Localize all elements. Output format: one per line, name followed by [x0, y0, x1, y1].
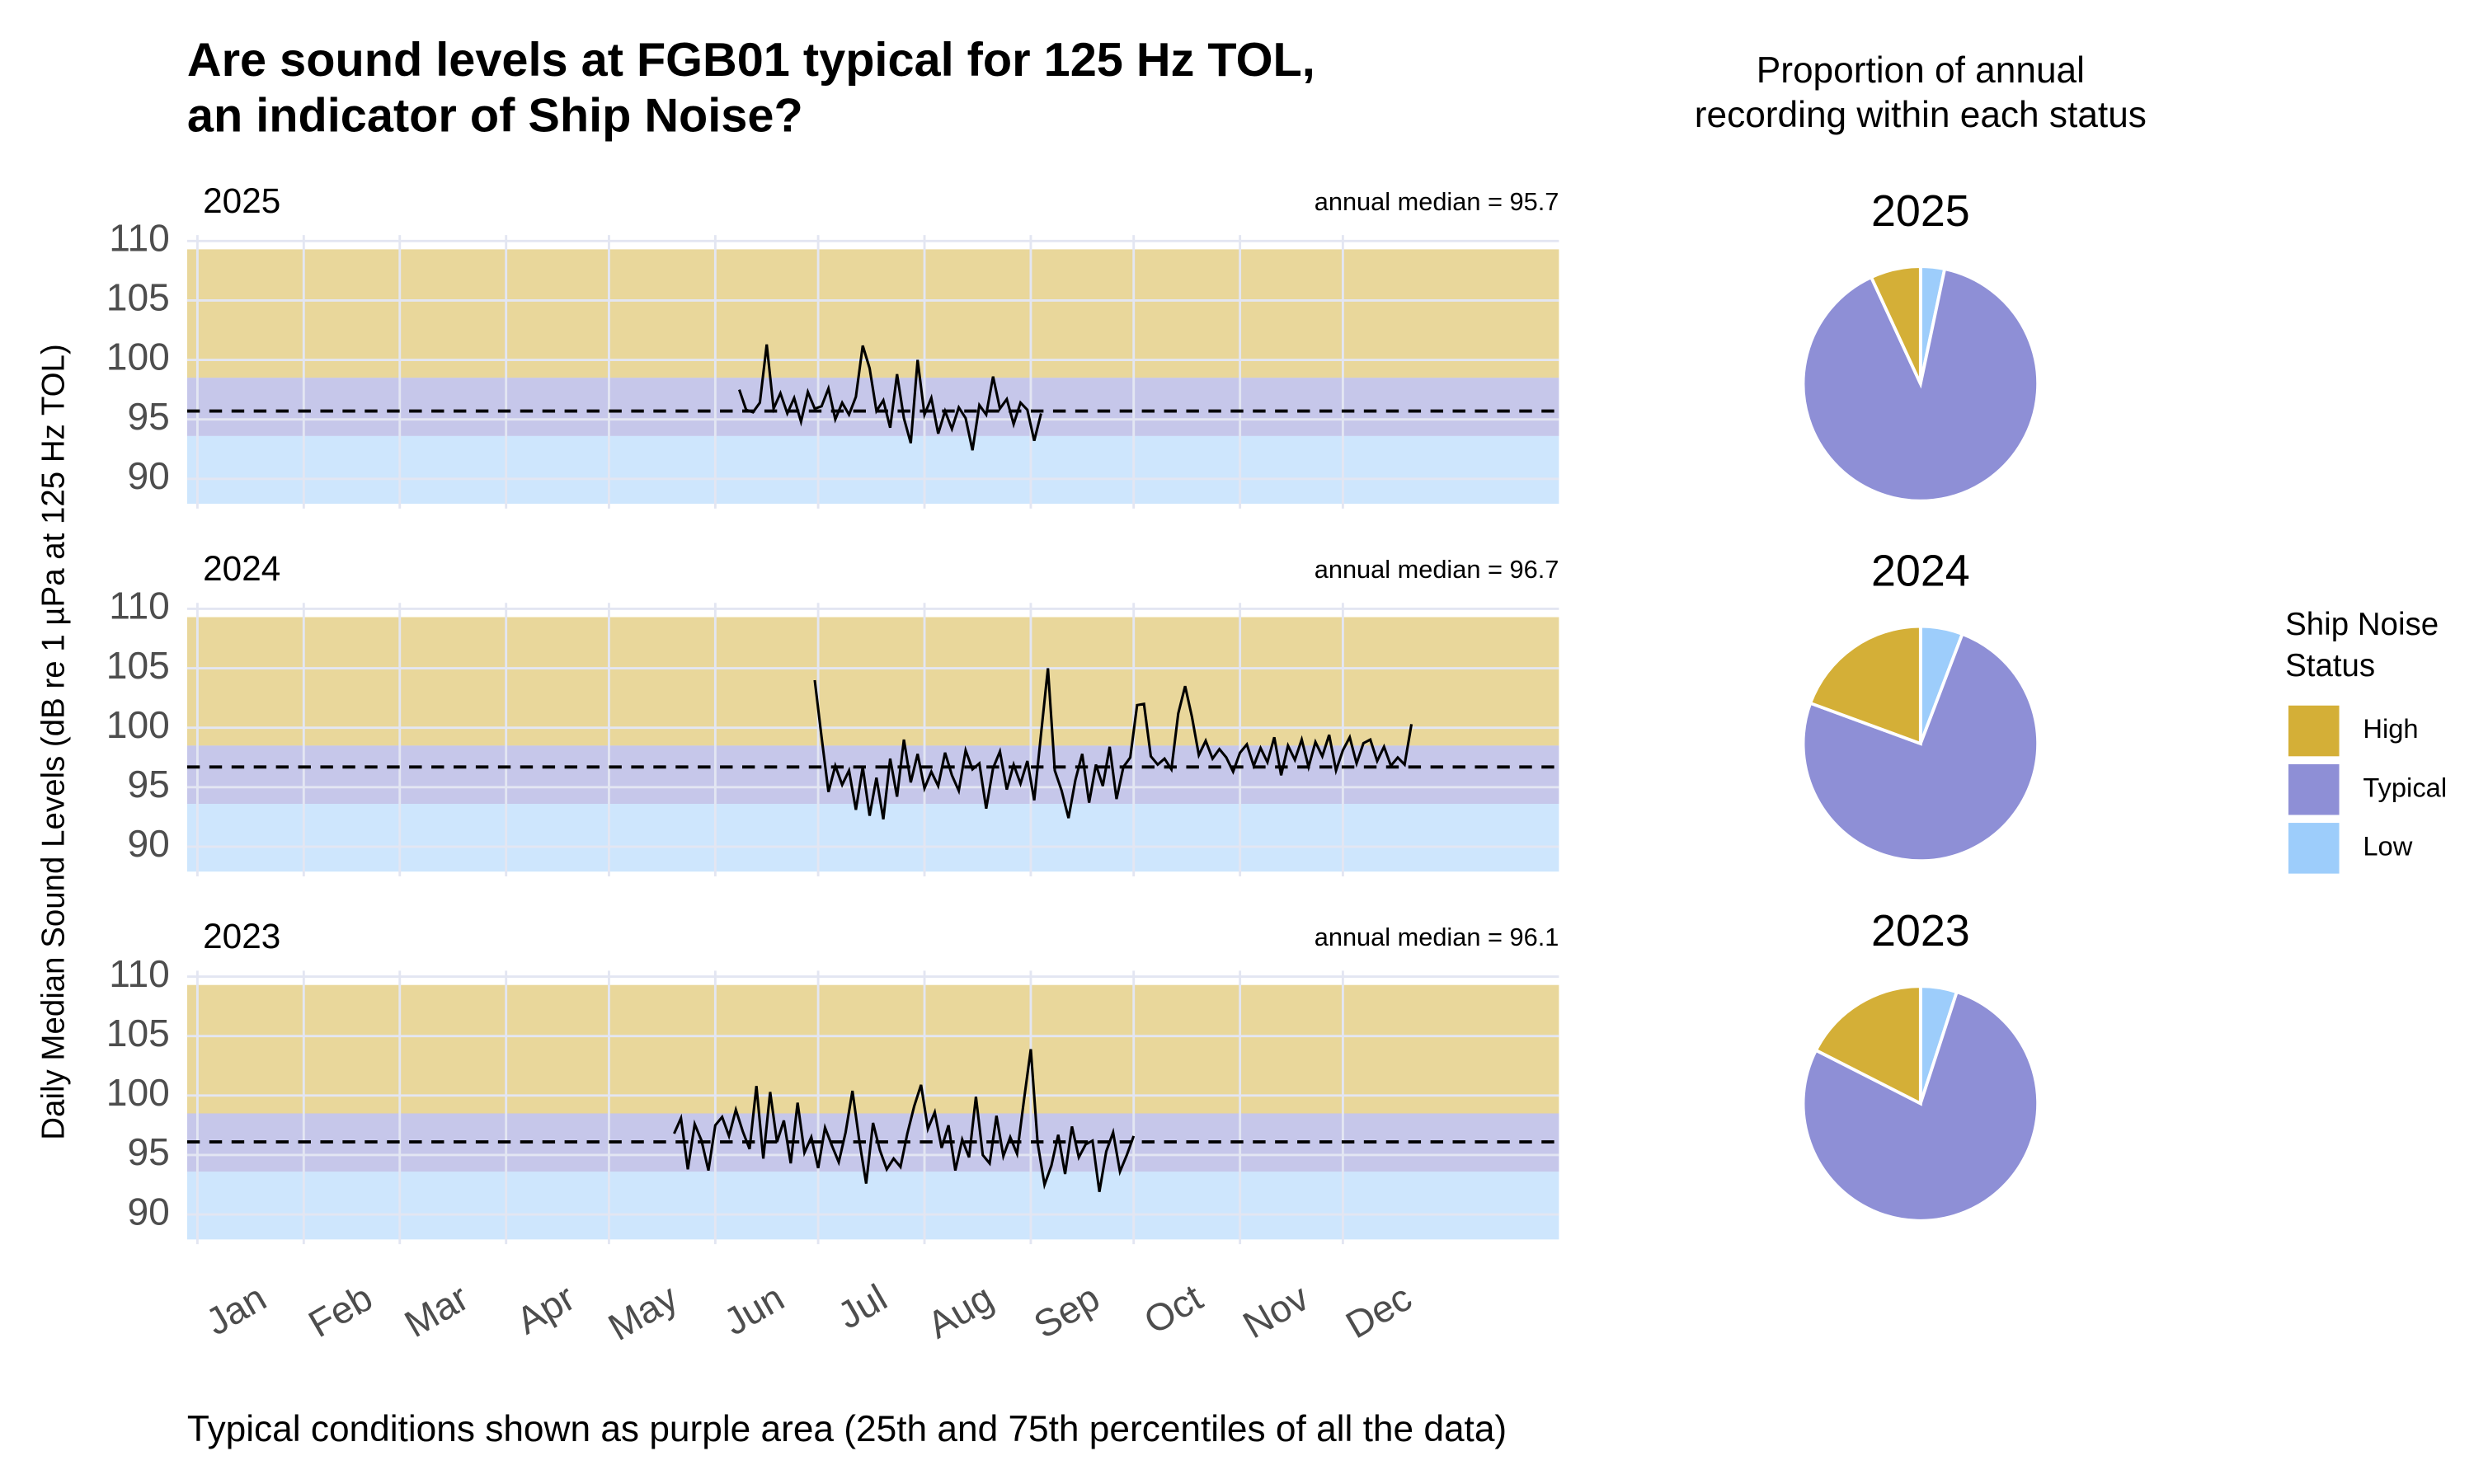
pie-title: 2025 — [1871, 186, 1970, 236]
y-tick-label: 95 — [127, 395, 169, 438]
x-tick-label: Jul — [830, 1275, 894, 1337]
legend-label: Typical — [2363, 772, 2447, 802]
x-tick-label: Dec — [1338, 1275, 1418, 1346]
pie-slice — [1808, 624, 1922, 746]
median-annotation: annual median = 95.7 — [1315, 187, 1559, 216]
x-tick-label: May — [601, 1275, 684, 1349]
x-tick-label: Sep — [1027, 1275, 1107, 1346]
legend-key — [2288, 823, 2340, 874]
pie-title: 2023 — [1871, 906, 1970, 956]
y-tick-label: 90 — [127, 454, 169, 497]
pie-slice — [1801, 266, 2040, 503]
legend-title: Ship Noise — [2285, 607, 2439, 642]
title: Are sound levels at FGB01 typical for 12… — [187, 34, 1315, 87]
median-annotation: annual median = 96.1 — [1315, 923, 1559, 951]
x-tick-label: Jan — [199, 1275, 273, 1343]
legend-label: Low — [2363, 830, 2412, 861]
x-tick-label: Nov — [1235, 1275, 1315, 1346]
sound-level-line — [738, 344, 1042, 451]
y-tick-label: 110 — [109, 952, 170, 995]
y-tick-label: 95 — [127, 763, 169, 805]
status-band — [186, 804, 1559, 872]
y-tick-label: 90 — [127, 1190, 169, 1233]
legend-title: Status — [2285, 648, 2375, 683]
y-axis-label: Daily Median Sound Levels (dB re 1 µPa a… — [35, 344, 71, 1139]
legend-label: High — [2363, 713, 2418, 744]
y-tick-label: 100 — [106, 703, 170, 746]
pie-slice — [1813, 984, 1922, 1106]
status-band — [186, 435, 1559, 505]
status-band — [186, 1172, 1559, 1240]
pie-heading: recording within each status — [1695, 95, 2147, 135]
y-tick-label: 110 — [109, 216, 170, 259]
status-band — [186, 984, 1559, 1114]
y-tick-label: 95 — [127, 1130, 169, 1173]
x-tick-label: Jun — [717, 1275, 791, 1343]
panel-title: 2025 — [203, 181, 280, 220]
y-tick-label: 100 — [106, 1071, 170, 1114]
pie-title: 2024 — [1871, 546, 1970, 595]
panel-title: 2023 — [203, 917, 280, 956]
pie-heading: Proportion of annual — [1757, 50, 2085, 91]
x-tick-label: Mar — [397, 1275, 476, 1345]
title: an indicator of Ship Noise? — [187, 89, 803, 142]
x-tick-label: Feb — [301, 1275, 379, 1345]
caption: Typical conditions shown as purple area … — [187, 1409, 1507, 1449]
legend-key — [2288, 763, 2340, 815]
pie-slice — [1869, 265, 1922, 385]
x-tick-label: Apr — [509, 1275, 581, 1342]
x-tick-label: Aug — [920, 1275, 1000, 1346]
status-band — [186, 249, 1559, 378]
y-tick-label: 105 — [106, 1012, 170, 1054]
sound-level-line — [813, 668, 1413, 820]
pie-slice — [1801, 632, 2039, 863]
sound-level-line — [673, 1049, 1136, 1192]
panel-title: 2024 — [203, 549, 280, 588]
y-tick-label: 105 — [106, 276, 170, 319]
status-band — [186, 617, 1559, 746]
legend-key — [2288, 705, 2340, 757]
pie-slice — [1801, 989, 2040, 1223]
y-tick-label: 100 — [106, 336, 170, 378]
y-tick-label: 105 — [106, 644, 170, 687]
median-annotation: annual median = 96.7 — [1315, 555, 1559, 584]
y-tick-label: 90 — [127, 822, 169, 865]
y-tick-label: 110 — [109, 585, 170, 627]
x-tick-label: Oct — [1136, 1275, 1209, 1342]
